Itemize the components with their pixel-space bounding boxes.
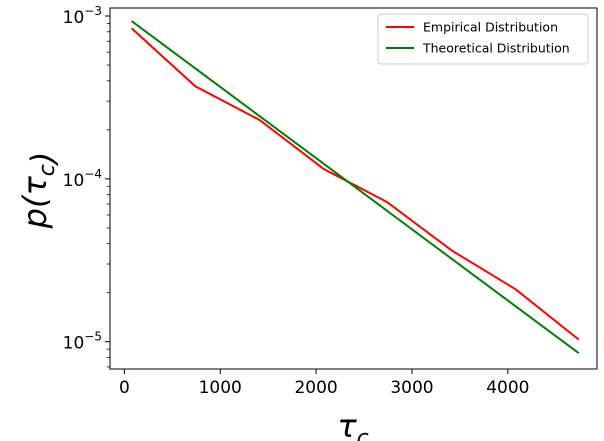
x-tick-label: 2000 (294, 378, 337, 398)
series-line-0 (130, 27, 580, 341)
x-tick-label: 1000 (199, 378, 242, 398)
x-axis-label: τc (337, 407, 368, 441)
legend: Empirical Distribution Theoretical Distri… (377, 13, 589, 65)
y-axis-label-text: p(τc) (16, 152, 62, 230)
x-tick-label: 0 (119, 378, 130, 398)
x-tick-label: 4000 (486, 378, 529, 398)
plot-layer (130, 20, 580, 355)
x-tick-label: 3000 (390, 378, 433, 398)
y-axis-label: p(τc) (16, 152, 62, 230)
plot-frame (109, 7, 598, 370)
y-tick-label: 10−4 (63, 167, 102, 191)
y-tick-label: 10−3 (63, 4, 102, 28)
legend-label-1: Theoretical Distribution (422, 41, 570, 56)
x-axis-label-text: τc (337, 407, 368, 441)
legend-label-0: Empirical Distribution (423, 20, 558, 35)
y-tick-label: 10−5 (63, 330, 102, 354)
y-axis-ticks: 10−5 10−4 10−3 (63, 4, 110, 368)
series-line-1 (131, 20, 580, 355)
legend-box (377, 13, 589, 65)
x-axis-ticks: 0 1000 2000 3000 4000 (119, 369, 529, 398)
